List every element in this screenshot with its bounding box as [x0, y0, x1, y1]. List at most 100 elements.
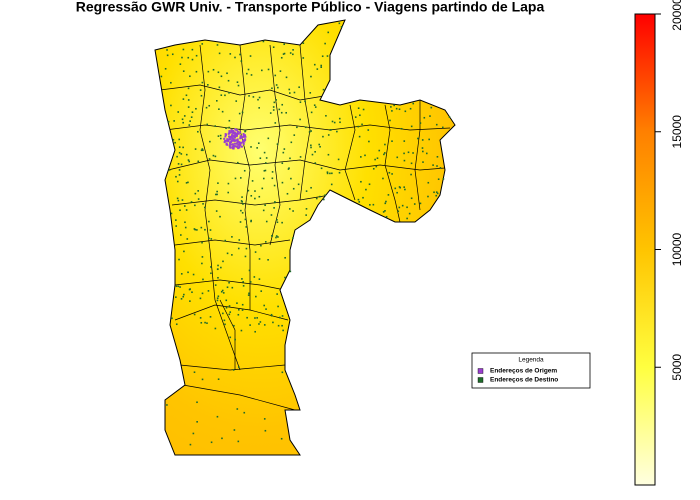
destination-point — [178, 174, 181, 176]
destination-point — [375, 165, 378, 168]
destination-point — [357, 198, 360, 201]
destination-point — [185, 209, 188, 211]
destination-point — [233, 324, 235, 327]
destination-point — [361, 123, 363, 126]
destination-point — [222, 292, 225, 294]
destination-point — [255, 295, 257, 298]
destination-point — [177, 285, 180, 288]
origin-point — [233, 131, 236, 134]
destination-point — [274, 74, 277, 77]
destination-point — [223, 319, 226, 322]
destination-point — [245, 247, 248, 250]
destination-point — [360, 180, 362, 183]
destination-point — [228, 313, 231, 316]
destination-point — [170, 104, 172, 107]
destination-point — [275, 84, 278, 86]
legend-label: Endereços de Destino — [490, 377, 558, 384]
destination-point — [241, 212, 244, 214]
destination-point — [226, 286, 229, 289]
colorbar-tick-label: 10000 — [670, 232, 684, 266]
origin-point — [230, 143, 233, 146]
destination-point — [329, 172, 331, 175]
destination-point — [209, 229, 212, 231]
destination-point — [254, 197, 256, 200]
destination-point — [400, 127, 403, 130]
destination-point — [180, 163, 183, 166]
destination-point — [403, 140, 406, 142]
origin-point — [240, 145, 243, 148]
destination-point — [257, 98, 259, 101]
destination-point — [326, 55, 329, 57]
destination-point — [265, 157, 268, 159]
destination-point — [435, 194, 438, 197]
destination-point — [180, 153, 183, 155]
destination-point — [225, 299, 228, 302]
legend-box — [471, 352, 591, 389]
destination-point — [193, 371, 196, 374]
destination-point — [226, 252, 229, 255]
destination-point — [311, 153, 314, 156]
origin-point — [231, 146, 234, 149]
destination-point — [246, 72, 248, 75]
destination-point — [299, 156, 302, 158]
destination-point — [243, 169, 246, 172]
destination-point — [316, 68, 319, 70]
destination-point — [310, 130, 312, 132]
destination-point — [199, 317, 202, 319]
origin-point — [231, 139, 234, 142]
destination-point — [320, 64, 323, 67]
origin-point — [230, 129, 233, 132]
destination-point — [191, 111, 194, 114]
destination-point — [289, 157, 291, 160]
destination-point — [202, 278, 204, 281]
destination-point — [365, 188, 367, 191]
destination-point — [410, 162, 413, 165]
destination-point — [216, 415, 219, 418]
destination-point — [187, 106, 190, 108]
destination-point — [241, 111, 244, 114]
destination-point — [180, 234, 182, 236]
destination-point — [285, 76, 288, 79]
destination-point — [224, 323, 226, 326]
destination-point — [226, 72, 228, 75]
destination-point — [191, 291, 193, 294]
destination-point — [358, 201, 361, 203]
destination-point — [271, 171, 274, 173]
destination-point — [204, 321, 206, 324]
origin-point — [241, 140, 244, 143]
destination-point — [249, 324, 251, 326]
destination-point — [257, 142, 260, 145]
destination-point — [206, 322, 208, 324]
destination-point — [330, 129, 332, 131]
destination-point — [241, 278, 243, 280]
destination-point — [231, 254, 233, 256]
destination-point — [271, 234, 274, 237]
destination-point — [258, 107, 260, 109]
destination-point — [324, 42, 326, 45]
destination-point — [228, 119, 231, 122]
destination-point — [262, 177, 265, 180]
destination-point — [220, 75, 223, 78]
origin-point — [223, 137, 226, 140]
destination-point — [254, 251, 257, 253]
destination-point — [398, 186, 401, 188]
destination-point — [433, 191, 435, 194]
destination-point — [435, 191, 438, 193]
destination-point — [186, 238, 189, 240]
destination-point — [338, 117, 341, 120]
destination-point — [200, 226, 203, 229]
destination-point — [264, 169, 267, 172]
destination-point — [302, 42, 305, 45]
origin-point — [236, 132, 239, 135]
destination-point — [281, 103, 284, 106]
destination-point — [183, 115, 186, 117]
destination-point — [208, 158, 211, 160]
destination-point — [275, 235, 278, 237]
origin-point — [231, 134, 234, 137]
destination-point — [367, 129, 370, 131]
origin-point — [225, 139, 228, 142]
destination-point — [239, 177, 242, 179]
origin-point — [231, 136, 234, 139]
destination-point — [227, 191, 230, 194]
